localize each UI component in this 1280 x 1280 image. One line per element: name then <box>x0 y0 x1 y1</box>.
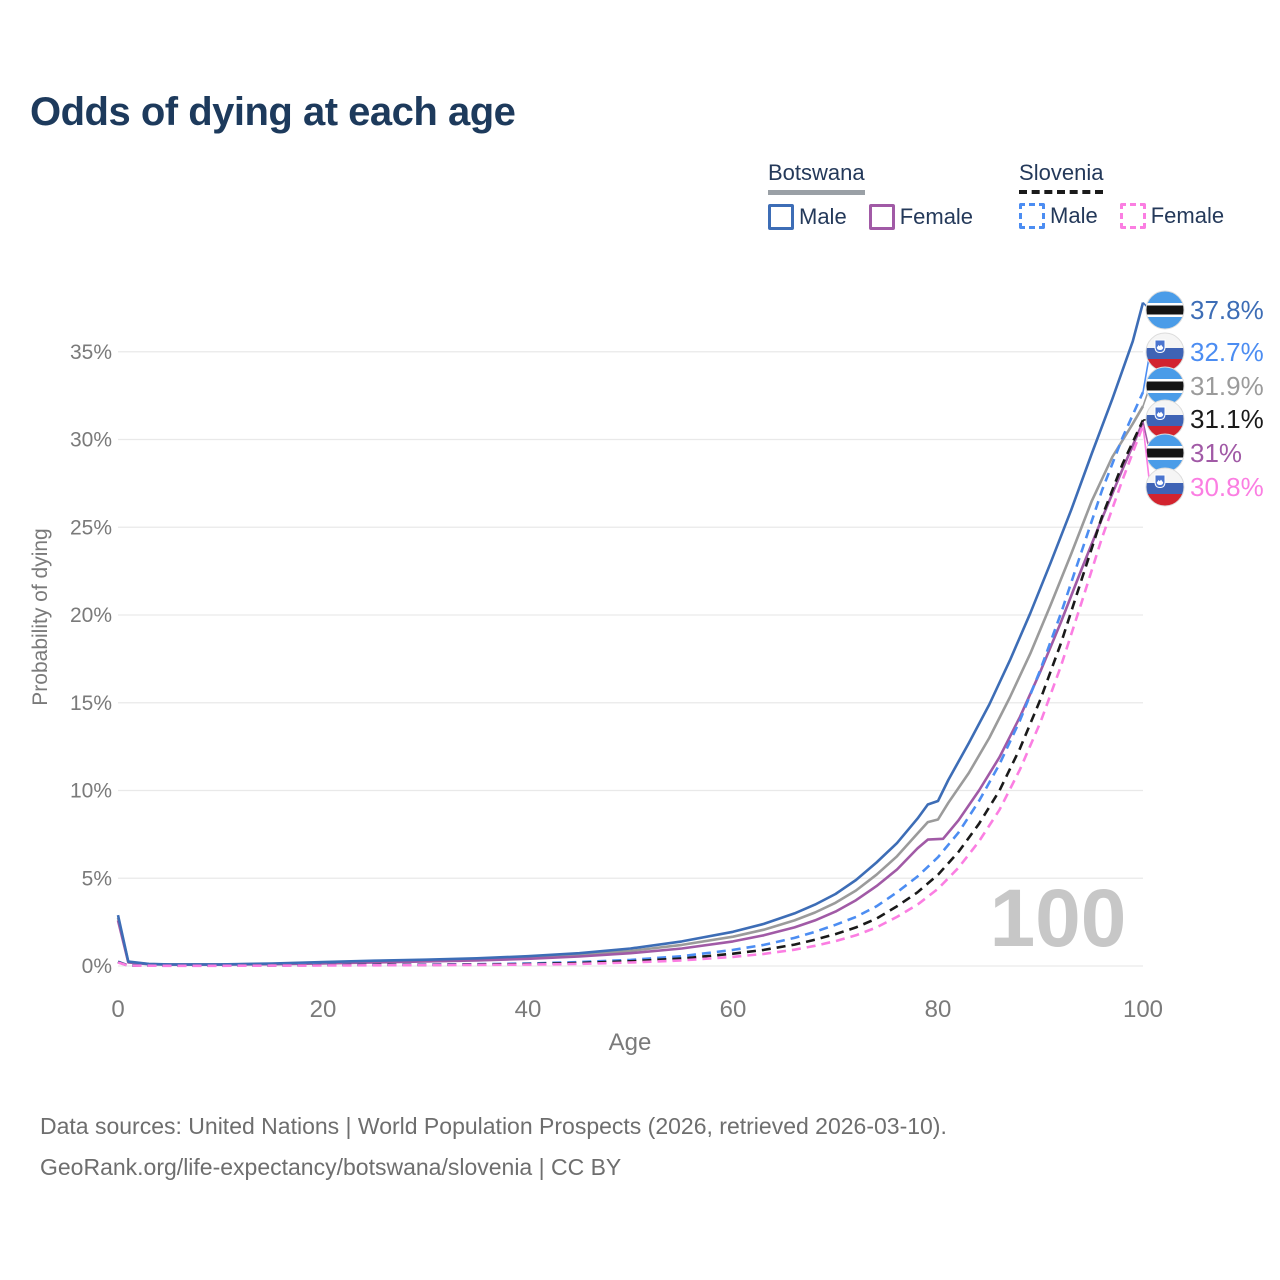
page-title: Odds of dying at each age <box>30 90 516 134</box>
flag-rim <box>1145 467 1185 507</box>
legend-item-botswana-female[interactable]: Female <box>868 204 974 230</box>
chart-legend: Botswana Male Female Slovenia Male Femal… <box>768 160 1224 230</box>
y-axis-title: Probability of dying <box>29 528 52 705</box>
end-label-slovenia-female: 30.8% <box>1190 472 1264 502</box>
legend-swatch-slovenia-female-icon[interactable] <box>1119 203 1146 229</box>
x-tick-label: 20 <box>310 996 337 1023</box>
legend-item-label: Female <box>1150 203 1225 228</box>
mountain <box>1156 344 1164 350</box>
x-tick-label: 60 <box>720 996 747 1023</box>
legend-group-slovenia: Slovenia Male Female <box>1019 160 1224 230</box>
x-axis-title: Age <box>609 1029 652 1056</box>
end-label-slovenia-both: 31.1% <box>1190 404 1264 434</box>
end-label-botswana-both: 31.9% <box>1190 371 1264 401</box>
flag-icon-botswana <box>1145 433 1185 473</box>
flag-icon-botswana <box>1145 290 1185 330</box>
y-tick-label: 15% <box>70 692 112 715</box>
series-line-slovenia-female[interactable] <box>117 425 1145 968</box>
flag-band <box>1146 381 1184 391</box>
legend-country-botswana: Botswana <box>768 160 865 195</box>
legend-item-label: Male <box>1050 203 1098 228</box>
y-tick-label: 0% <box>82 955 112 978</box>
y-tick-label: 35% <box>70 341 112 364</box>
y-tick-label: 25% <box>70 516 112 539</box>
x-tick-label: 40 <box>515 996 542 1023</box>
x-tick-label: 0 <box>111 996 124 1023</box>
end-label-botswana-male: 37.8% <box>1190 295 1264 325</box>
age-watermark: 100 <box>990 873 1127 964</box>
legend-item-botswana-male[interactable]: Male <box>768 204 847 230</box>
flag-band <box>1146 348 1184 359</box>
y-tick-label: 20% <box>70 604 112 627</box>
legend-swatch-botswana-male-icon[interactable] <box>768 204 794 230</box>
legend-item-label: Male <box>799 204 847 229</box>
flag-rim <box>1145 290 1185 330</box>
flag-icon-slovenia <box>1145 467 1185 507</box>
flag-band <box>1146 305 1184 315</box>
flag-band <box>1146 483 1184 494</box>
series-line-slovenia-both[interactable] <box>117 419 1145 968</box>
flag-icon-slovenia <box>1145 332 1185 372</box>
end-label-slovenia-male: 32.7% <box>1190 337 1264 367</box>
flag-icon-botswana <box>1145 366 1185 406</box>
legend-country-slovenia: Slovenia <box>1019 160 1104 194</box>
data-source-footer: Data sources: United Nations | World Pop… <box>40 1106 947 1188</box>
flag-band <box>1146 415 1184 426</box>
legend-group-botswana: Botswana Male Female <box>768 160 973 230</box>
end-label-botswana-female: 31% <box>1190 438 1242 468</box>
x-tick-label: 100 <box>1123 996 1163 1023</box>
mountain <box>1156 479 1164 485</box>
footer-line-2: GeoRank.org/life-expectancy/botswana/slo… <box>40 1154 622 1180</box>
footer-line-1: Data sources: United Nations | World Pop… <box>40 1113 947 1139</box>
flag-coat-of-arms <box>1154 406 1166 421</box>
x-tick-label: 80 <box>925 996 952 1023</box>
series-line-slovenia-male[interactable] <box>117 391 1145 967</box>
legend-swatch-slovenia-male-icon[interactable] <box>1019 203 1046 229</box>
legend-swatch-botswana-female-icon[interactable] <box>868 204 895 230</box>
legend-item-slovenia-female[interactable]: Female <box>1119 203 1225 229</box>
y-tick-label: 5% <box>82 867 112 890</box>
flag-coat-of-arms <box>1154 339 1166 354</box>
y-tick-label: 10% <box>70 780 112 803</box>
y-tick-label: 30% <box>70 429 112 452</box>
series-line-botswana-male[interactable] <box>116 302 1145 966</box>
flag-band <box>1146 448 1184 458</box>
mountain <box>1156 411 1164 417</box>
legend-item-slovenia-male[interactable]: Male <box>1019 203 1098 229</box>
flag-icon-slovenia <box>1145 399 1185 439</box>
flag-coat-of-arms <box>1154 474 1166 489</box>
legend-item-label: Female <box>899 204 974 229</box>
